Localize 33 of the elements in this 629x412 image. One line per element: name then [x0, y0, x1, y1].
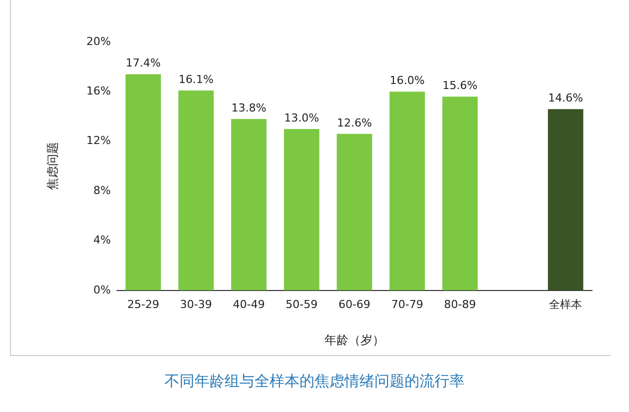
y-tick-label: 4%: [93, 234, 111, 247]
text: 不同年龄组与全样本的焦虑情绪问题的流行率: [164, 372, 466, 391]
data-label: 13.0%: [284, 111, 320, 124]
y-tick-label: 16%: [86, 84, 111, 98]
x-tick-label: 30-39: [180, 298, 212, 311]
bar: [390, 92, 425, 290]
data-label: 17.4%: [126, 56, 161, 70]
x-tick-label: 40-49: [232, 298, 265, 311]
data-label: 16.0%: [390, 74, 425, 88]
data-label: 13.8%: [231, 101, 266, 114]
bar: [336, 134, 372, 290]
x-tick-label: 70-79: [391, 298, 424, 311]
x-tick-label: 25-29: [127, 298, 160, 311]
bar: [284, 128, 320, 290]
data-label: 12.6%: [336, 116, 372, 130]
data-label: 15.6%: [442, 79, 478, 92]
x-axis-title: 年龄（岁）: [324, 332, 384, 347]
x-tick-label: 80-89: [444, 298, 476, 311]
y-tick-label: 20%: [86, 34, 111, 48]
bar: [442, 96, 478, 290]
y-axis-title: 焦虑问题: [45, 142, 60, 190]
x-tick-label: 50-59: [286, 298, 318, 311]
x-tick-label: 全样本: [549, 298, 582, 311]
data-label: 14.6%: [548, 91, 584, 104]
bar: [231, 119, 267, 290]
y-tick-label: 8%: [93, 184, 111, 197]
x-tick-label: 60-69: [338, 298, 370, 311]
y-tick-label: 12%: [86, 134, 111, 148]
data-label: 16.1%: [178, 72, 214, 86]
y-tick-label: 0%: [93, 283, 111, 296]
bar: [126, 74, 161, 290]
bar: [548, 109, 584, 290]
bar: [178, 90, 214, 290]
